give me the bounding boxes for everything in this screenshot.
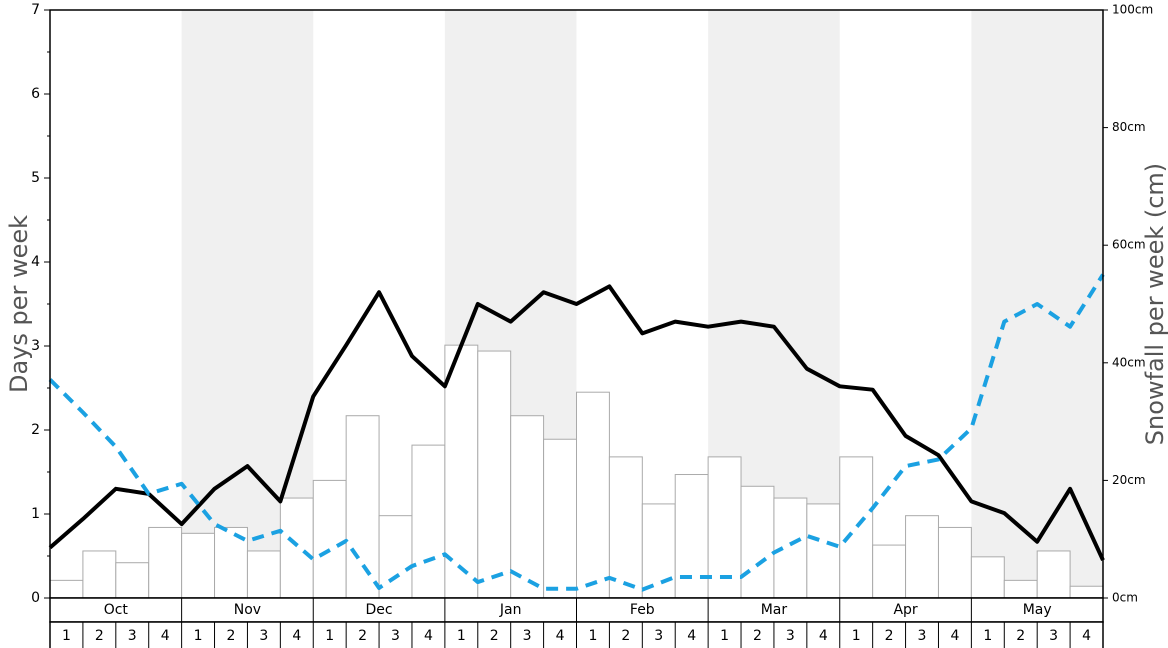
y-tick-label: 1 <box>31 506 40 522</box>
snowfall-bar <box>707 456 742 599</box>
week-label: 1 <box>457 628 466 644</box>
snowfall-bar <box>543 438 577 599</box>
month-label: Mar <box>761 602 788 618</box>
snowfall-bar <box>378 515 413 599</box>
week-label: 1 <box>588 628 597 644</box>
snowfall-bar <box>806 503 841 599</box>
week-label: 1 <box>194 628 203 644</box>
snowfall-bar <box>674 474 709 599</box>
y-tick-label: 4 <box>31 254 40 270</box>
snowfall-bar <box>345 415 380 599</box>
y2-axis-label: Snowfall per week (cm) <box>1141 163 1168 445</box>
snowfall-bar <box>510 415 545 599</box>
week-label: 4 <box>819 628 828 644</box>
week-label: 1 <box>720 628 729 644</box>
y2-tick-label: 0cm <box>1112 591 1138 605</box>
week-label: 3 <box>1049 628 1058 644</box>
y-tick-label: 7 <box>31 2 40 18</box>
snowfall-bar <box>608 456 643 599</box>
snowfall-bar <box>279 497 314 599</box>
month-label: Dec <box>366 602 393 618</box>
week-label: 2 <box>621 628 630 644</box>
week-label: 3 <box>918 628 927 644</box>
line <box>48 273 1105 592</box>
snowfall-bar <box>839 456 874 599</box>
snowfall-bar <box>115 562 150 599</box>
y-tick-label: 3 <box>31 338 40 354</box>
snowfall-bar <box>312 479 347 599</box>
snowfall-bar <box>181 532 216 599</box>
month-label: Feb <box>630 602 655 618</box>
y-tick-label: 5 <box>31 170 40 186</box>
week-label: 2 <box>1016 628 1025 644</box>
y2-tick-label: 100cm <box>1112 3 1153 17</box>
snowfall-bar <box>49 579 84 599</box>
snowfall-bar <box>148 526 183 599</box>
snowfall-bar <box>1003 579 1038 599</box>
snowfall-bar <box>905 515 939 599</box>
snowfall-bar <box>872 544 907 599</box>
week-label: 2 <box>753 628 762 644</box>
month-label: Nov <box>234 602 261 618</box>
snowfall-bar <box>641 503 676 599</box>
week-label: 2 <box>885 628 894 644</box>
y2-tick-label: 20cm <box>1112 473 1146 487</box>
week-label: 4 <box>292 628 301 644</box>
week-label: 3 <box>523 628 532 644</box>
week-label: 3 <box>259 628 268 644</box>
week-label: 2 <box>358 628 367 644</box>
line <box>48 284 1105 562</box>
y-tick-label: 2 <box>31 422 40 438</box>
y2-tick-label: 80cm <box>1112 120 1146 134</box>
snowfall-bar <box>576 391 610 599</box>
snowfall-bar <box>477 350 512 599</box>
week-label: 1 <box>325 628 334 644</box>
week-label: 1 <box>983 628 992 644</box>
snowfall-bar <box>1069 585 1104 599</box>
snowfall-bar <box>246 550 281 599</box>
week-label: 2 <box>490 628 499 644</box>
week-label: 1 <box>852 628 861 644</box>
month-label: May <box>1023 602 1052 618</box>
y-tick-label: 0 <box>31 590 40 606</box>
y-axis-label: Days per week <box>5 215 33 393</box>
week-label: 4 <box>950 628 959 644</box>
week-label: 3 <box>128 628 137 644</box>
week-label: 3 <box>654 628 663 644</box>
snowfall-bar <box>1036 550 1071 599</box>
week-label: 4 <box>424 628 433 644</box>
snowfall-bar <box>82 550 117 599</box>
week-label: 4 <box>161 628 170 644</box>
month-label: Apr <box>893 602 917 618</box>
week-label: 4 <box>556 628 565 644</box>
week-label: 4 <box>1082 628 1091 644</box>
week-label: 3 <box>391 628 400 644</box>
y-tick-label: 6 <box>31 86 40 102</box>
snowfall-bar <box>740 485 775 599</box>
week-label: 4 <box>687 628 696 644</box>
snowfall-bar <box>411 444 446 599</box>
week-label: 1 <box>62 628 71 644</box>
y2-tick-label: 40cm <box>1112 355 1146 369</box>
week-label: 2 <box>227 628 236 644</box>
month-label: Jan <box>499 602 522 618</box>
snowfall-bar <box>970 556 1005 599</box>
month-label: Oct <box>104 602 129 618</box>
week-label: 2 <box>95 628 104 644</box>
y2-tick-label: 60cm <box>1112 238 1146 252</box>
week-label: 3 <box>786 628 795 644</box>
snowfall-bar <box>937 526 972 599</box>
